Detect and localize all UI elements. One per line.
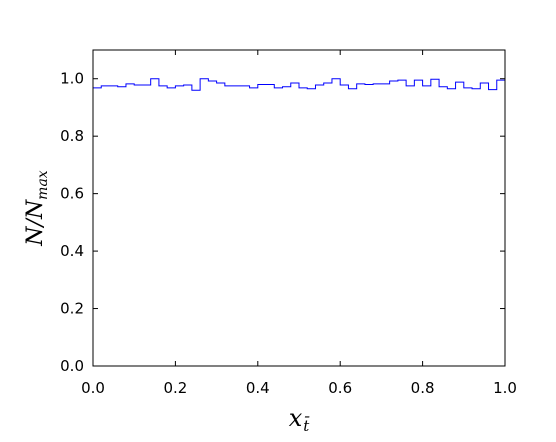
x-tick-label: 0.8: [411, 379, 435, 397]
x-tick-label: 0.2: [163, 379, 187, 397]
y-tick-label: 0.6: [60, 185, 84, 203]
x-axis-label: xt̄: [289, 404, 311, 435]
series-group: [92, 78, 506, 366]
y-tick-label: 0.2: [60, 300, 84, 318]
y-axis-label: N/Nmax: [23, 170, 51, 247]
y-tick-label: 0.8: [60, 127, 84, 145]
histogram-step-line: [92, 78, 506, 366]
y-tick-label: 1.0: [60, 70, 84, 88]
x-tick-label: 0.0: [81, 379, 105, 397]
y-tick-label: 0.0: [60, 357, 84, 375]
x-tick-label: 0.6: [328, 379, 352, 397]
plot-area: [93, 50, 505, 366]
ticks-group: 0.0 0.2 0.4 0.6 0.8 1.0 0.0 0.2 0.4 0.6 0.8 1.0: [60, 50, 517, 397]
plot-frame: [92, 49, 506, 367]
x-tick-label: 0.4: [246, 379, 270, 397]
y-tick-label: 0.4: [60, 242, 84, 260]
x-tick-label: 1.0: [493, 379, 517, 397]
